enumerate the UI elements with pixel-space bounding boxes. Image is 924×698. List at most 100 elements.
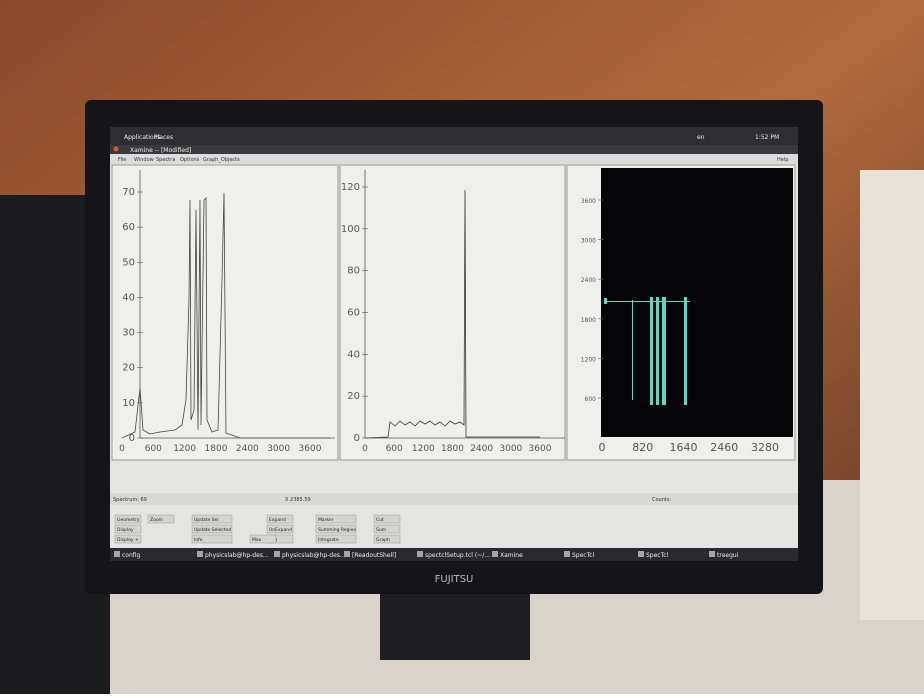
y-tick-label: 30 <box>122 328 135 339</box>
task-item[interactable]: treegui <box>717 552 739 559</box>
x-tick-label: 1200 <box>173 444 196 454</box>
status-spectrum: Spectrum: 69 <box>113 497 147 503</box>
y-tick-label: 1200 <box>581 356 596 363</box>
y-tick-label: 40 <box>122 292 135 303</box>
image-hit <box>650 297 653 405</box>
y-tick-label: 0 <box>129 433 135 444</box>
button-label: Cut <box>376 517 384 523</box>
x-tick-label: 3280 <box>751 441 779 454</box>
x-tick-label: 3000 <box>267 444 290 454</box>
button-label: Geometry <box>117 517 140 523</box>
task-icon[interactable] <box>709 551 715 557</box>
task-item[interactable]: [ReadoutShell] <box>352 552 396 559</box>
scene: FUJITSU ApplicationsPlacesen1:52 PMXamin… <box>0 0 924 694</box>
task-icon[interactable] <box>417 551 423 557</box>
image-hit <box>605 301 690 302</box>
button-label: Zoom <box>150 517 163 523</box>
top-bar <box>110 127 798 145</box>
status-position: X 2385.59 <box>285 497 311 503</box>
task-icon[interactable] <box>274 551 280 557</box>
y-tick-label: 60 <box>347 308 360 319</box>
x-tick-label: 2400 <box>236 444 259 454</box>
y-tick-label: 40 <box>347 349 360 360</box>
image-hit <box>632 300 633 400</box>
button-label: Integrate <box>318 537 339 543</box>
x-tick-label: 3600 <box>529 444 552 454</box>
status-counts: Counts: <box>652 497 671 503</box>
x-tick-label: 0 <box>362 444 368 454</box>
task-item[interactable]: spectclSetup.tcl (~/... <box>425 552 490 559</box>
y-tick-label: 20 <box>122 363 135 374</box>
y-tick-label: 3000 <box>581 238 596 245</box>
button-label: Graph <box>376 537 390 543</box>
y-tick-label: 2400 <box>581 277 596 284</box>
task-item[interactable]: SpecTcl <box>646 552 669 559</box>
y-tick-label: 120 <box>341 182 360 193</box>
lang: en <box>697 134 705 141</box>
y-tick-label: 70 <box>122 187 135 198</box>
monitor-stand <box>380 590 530 660</box>
y-tick-label: 20 <box>347 391 360 402</box>
task-icon[interactable] <box>564 551 570 557</box>
button-label: Display + <box>117 537 139 543</box>
x-tick-label: 2460 <box>710 441 738 454</box>
task-icon[interactable] <box>197 551 203 557</box>
button-label: Update Sel <box>194 517 219 523</box>
y-tick-label: 100 <box>341 224 360 235</box>
close-button[interactable] <box>114 147 119 152</box>
task-icon[interactable] <box>492 551 498 557</box>
x-tick-label: 2400 <box>470 444 493 454</box>
task-item[interactable]: SpecTcl <box>572 552 595 559</box>
x-tick-label: 820 <box>632 441 653 454</box>
task-icon[interactable] <box>114 551 120 557</box>
button-label: Sum <box>376 527 386 533</box>
menu-item[interactable]: Help <box>777 157 788 163</box>
button-label: UnExpand <box>269 527 292 533</box>
panel <box>340 165 565 460</box>
menu-item[interactable]: File <box>118 157 126 163</box>
status-bar <box>110 493 798 505</box>
image-hit <box>662 297 666 405</box>
menu-item[interactable]: Graph_Objects <box>203 157 240 163</box>
x-tick-label: 600 <box>386 444 403 454</box>
y-tick-label: 50 <box>122 257 135 268</box>
x-tick-label: 3000 <box>499 444 522 454</box>
window-title: Xamine -- [Modified] <box>130 147 191 154</box>
task-icon[interactable] <box>638 551 644 557</box>
x-tick-label: 0 <box>599 441 606 454</box>
button-label: Update Selected <box>194 527 231 533</box>
brand: FUJITSU <box>435 574 474 585</box>
x-tick-label: 3600 <box>299 444 322 454</box>
title-bar <box>110 145 798 154</box>
button-label: Summing Region <box>318 527 356 533</box>
button-label: Marker <box>318 517 334 523</box>
y-tick-label: 0 <box>354 433 360 444</box>
task-item[interactable]: physicslab@hp-des... <box>282 552 346 559</box>
x-tick-label: 600 <box>145 444 162 454</box>
button-label: Info <box>194 537 203 543</box>
x-tick-label: 1200 <box>412 444 435 454</box>
cabinet <box>860 170 924 620</box>
x-tick-label: 1800 <box>205 444 228 454</box>
task-item[interactable]: Xamine <box>500 552 523 559</box>
y-tick-label: 10 <box>122 398 135 409</box>
button-label: Max <box>252 537 262 543</box>
task-icon[interactable] <box>344 551 350 557</box>
x-tick-label: 1800 <box>441 444 464 454</box>
top-menu[interactable]: Places <box>154 134 173 141</box>
button-label: Display <box>117 527 134 533</box>
menu-item[interactable]: Options <box>180 157 200 163</box>
x-tick-label: 0 <box>119 444 125 454</box>
y-tick-label: 60 <box>122 222 135 233</box>
task-item[interactable]: physicslab@hp-des... <box>205 552 269 559</box>
image-hit <box>656 297 659 405</box>
image-hit <box>684 297 687 405</box>
image-plot <box>601 168 793 437</box>
y-tick-label: 80 <box>347 266 360 277</box>
button-label: Expand <box>269 517 286 523</box>
menu-item[interactable]: Window <box>134 157 154 163</box>
x-tick-label: 1640 <box>670 441 698 454</box>
menu-item[interactable]: Spectra <box>156 157 175 163</box>
task-item[interactable]: config <box>122 552 141 559</box>
clock: 1:52 PM <box>755 134 779 141</box>
